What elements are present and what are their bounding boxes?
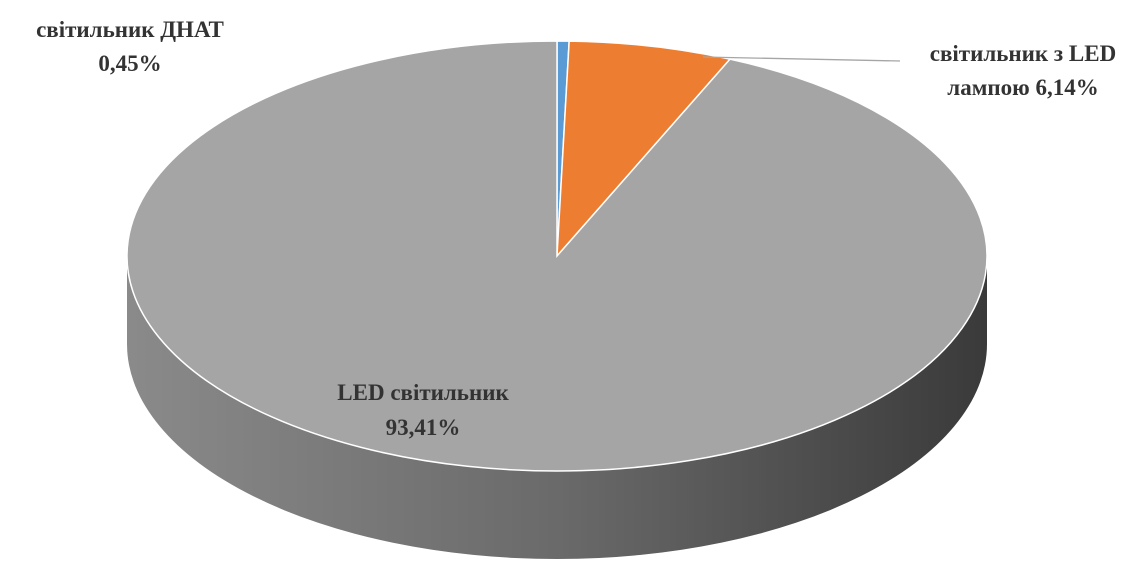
label-dnat-name: світильник ДНАТ xyxy=(36,17,224,42)
label-dnat-value: 0,45% xyxy=(98,51,161,76)
label-led-lamp-name: світильник з LED xyxy=(930,41,1116,66)
label-led-fixture-value: 93,41% xyxy=(386,415,461,440)
leader-line-led-lamp xyxy=(702,56,901,62)
pie-top-face xyxy=(126,40,988,472)
pie-slice-led-fixture xyxy=(126,40,988,472)
pie-side-wall-shape xyxy=(127,256,987,559)
label-led-fixture-name: LED світильник xyxy=(337,380,509,405)
pie-side-wall xyxy=(127,256,987,559)
label-led-lamp-value: лампою 6,14% xyxy=(947,75,1098,100)
